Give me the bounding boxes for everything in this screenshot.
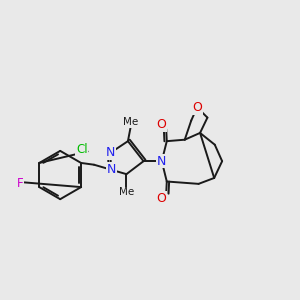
Text: O: O — [156, 118, 166, 131]
Text: Me: Me — [119, 188, 134, 197]
Text: N: N — [106, 163, 116, 176]
Text: F: F — [16, 177, 23, 190]
Text: N: N — [157, 155, 167, 168]
Text: Me: Me — [123, 117, 139, 127]
Text: O: O — [156, 192, 166, 205]
Text: Cl: Cl — [76, 143, 88, 157]
Text: N: N — [106, 146, 115, 159]
Text: O: O — [192, 101, 202, 114]
